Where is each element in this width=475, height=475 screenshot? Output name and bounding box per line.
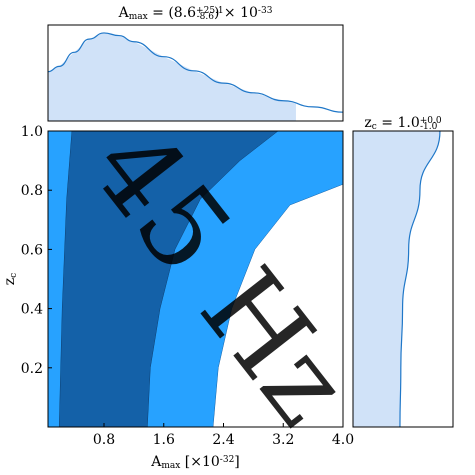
y-tick-label: 1.0 xyxy=(21,124,43,140)
y-tick-label: 0.2 xyxy=(21,361,43,377)
top-title: Amax = (8.6+25.1 -8.6) × 10-33 xyxy=(118,5,273,22)
top-frame xyxy=(47,24,344,122)
y-tick-label: 0.6 xyxy=(21,242,43,258)
density-line-right xyxy=(399,130,441,428)
x-tick-label: 0.8 xyxy=(93,432,115,448)
right-title: zc = 1.0+0.0 -1.0 xyxy=(364,115,441,132)
contour-inner xyxy=(58,131,279,427)
y-axis-label: zc xyxy=(2,273,19,285)
main-frame xyxy=(47,130,344,428)
x-tick-label: 3.2 xyxy=(272,432,294,448)
density-line xyxy=(47,32,344,113)
x-tick-label: 2.4 xyxy=(212,432,234,448)
y-tick-label: 0.8 xyxy=(21,183,43,199)
credible-shade xyxy=(48,32,296,121)
x-tick-label: 1.6 xyxy=(153,432,175,448)
x-tick-label: 4.0 xyxy=(332,432,354,448)
x-axis-label: Amax [×10-32] xyxy=(150,454,240,471)
y-tick-label: 0.4 xyxy=(21,302,43,318)
right-frame xyxy=(352,130,454,428)
contour-group xyxy=(48,131,343,427)
